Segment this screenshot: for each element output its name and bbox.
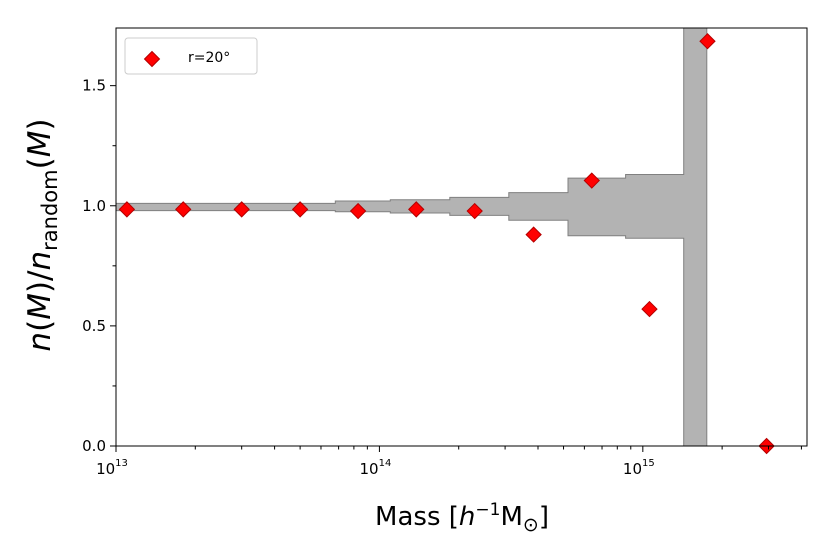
- x-tick-label: 1014: [359, 458, 391, 478]
- data-point: [466, 202, 483, 220]
- data-points: [118, 33, 775, 455]
- band-fill: [116, 28, 708, 446]
- data-point: [349, 202, 367, 220]
- uncertainty-band: [116, 28, 708, 446]
- legend-box: [124, 37, 258, 75]
- x-axis-ticks: 1013 1014 1015: [96, 446, 802, 478]
- data-point: [175, 201, 192, 218]
- x-axis-label: Mass [h−1M⊙]: [375, 500, 549, 536]
- plot-frame: [115, 27, 808, 447]
- y-tick-label: 1.5: [82, 77, 106, 95]
- data-point: [118, 201, 136, 218]
- legend: r=20°: [124, 37, 258, 75]
- x-tick-label: 1015: [623, 458, 655, 478]
- y-axis-label: n(M)/nrandom(M): [22, 118, 62, 351]
- x-tick-label: 1013: [96, 458, 128, 478]
- data-point: [291, 201, 309, 218]
- y-tick-label: 0.0: [82, 437, 106, 455]
- y-tick-label: 0.5: [82, 317, 106, 335]
- legend-marker: [143, 50, 161, 68]
- data-point: [641, 300, 658, 318]
- data-point: [583, 172, 600, 189]
- data-point: [699, 33, 716, 50]
- y-axis-ticks: 0.0 0.5 1.0 1.5: [82, 77, 116, 455]
- legend-label: r=20°: [188, 50, 230, 66]
- data-point: [525, 226, 542, 243]
- data-point: [408, 201, 425, 218]
- data-point: [233, 201, 250, 218]
- y-tick-label: 1.0: [82, 197, 106, 215]
